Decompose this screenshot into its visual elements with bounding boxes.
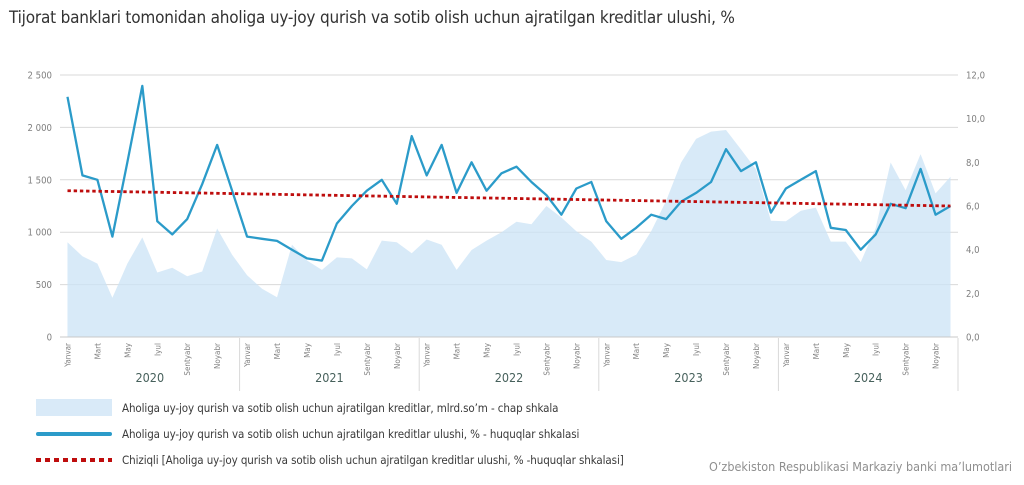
month-tick-label: May [303, 342, 312, 358]
month-tick-label: Mart [93, 343, 102, 360]
right-axis-tick: 6,0 [966, 202, 980, 213]
right-axis-tick: 8,0 [966, 158, 980, 169]
month-tick-label: Noyabr [752, 343, 761, 369]
right-axis-tick: 0,0 [966, 333, 980, 344]
month-tick-label: Mart [273, 343, 282, 360]
credits-share-line-series [66, 84, 952, 262]
left-axis-tick: 2 500 [28, 71, 52, 82]
right-axis-tick: 2,0 [966, 289, 980, 300]
month-tick-label: Noyabr [932, 343, 941, 369]
right-axis-tick: 10,0 [966, 114, 985, 125]
month-tick-label: Sentyabr [902, 343, 911, 376]
month-tick-label: Sentyabr [363, 343, 372, 376]
left-axis-tick: 2 000 [28, 123, 52, 134]
year-label: 2021 [315, 370, 344, 385]
month-tick-label: Mart [453, 343, 462, 360]
area-series-swatch [36, 399, 112, 416]
month-tick-label: May [483, 342, 492, 358]
year-label: 2022 [495, 370, 524, 385]
month-tick-label: Yanvar [243, 343, 252, 368]
month-tick-label: Mart [632, 343, 641, 360]
credits-area-series [67, 130, 951, 337]
line-series-swatch [36, 431, 112, 436]
chart-plot-area: 0 500 1 000 1 500 2 000 2 500 0,0 2,0 4,0 6,0 8,0 1… [28, 71, 985, 391]
right-axis-tick: 12,0 [966, 71, 985, 82]
legend-item-area: Aholiga uy-joy qurish va sotib olish uch… [36, 399, 624, 416]
month-tick-label: Sentyabr [722, 343, 731, 376]
month-tick-label: Iyul [333, 343, 342, 356]
month-tick-label: Iyul [692, 343, 701, 356]
linear-trend-line [67, 189, 951, 208]
left-axis-tick: 1 000 [28, 228, 52, 239]
legend-label-area: Aholiga uy-joy qurish va sotib olish uch… [122, 400, 559, 415]
legend-label-trend: Chiziqli [Aholiga uy-joy qurish va sotib… [122, 452, 624, 467]
year-label: 2023 [674, 370, 703, 385]
month-tick-label: Mart [812, 343, 821, 360]
month-tick-label: Yanvar [602, 343, 611, 368]
left-axis-tick: 500 [36, 280, 52, 291]
month-tick-label: Noyabr [393, 343, 402, 369]
right-axis-tick: 4,0 [966, 245, 980, 256]
legend-label-line: Aholiga uy-joy qurish va sotib olish uch… [122, 426, 580, 441]
legend-item-line: Aholiga uy-joy qurish va sotib olish uch… [36, 425, 624, 442]
month-tick-label: Noyabr [572, 343, 581, 369]
month-tick-label: Yanvar [782, 343, 791, 368]
month-tick-label: May [662, 342, 671, 358]
trend-series-swatch [36, 457, 112, 462]
month-tick-label: May [842, 342, 851, 358]
month-tick-label: Iyul [153, 343, 162, 356]
month-tick-label: May [123, 342, 132, 358]
source-note: O’zbekiston Respublikasi Markaziy banki … [709, 459, 1012, 474]
month-tick-label: Sentyabr [183, 343, 192, 376]
month-tick-label: Iyul [512, 343, 521, 356]
left-axis-tick: 0 [47, 333, 52, 344]
year-label: 2020 [135, 370, 164, 385]
month-tick-label: Yanvar [63, 343, 72, 368]
chart-legend: Aholiga uy-joy qurish va sotib olish uch… [36, 399, 624, 468]
month-tick-label: Noyabr [213, 343, 222, 369]
month-tick-label: Yanvar [423, 343, 432, 368]
legend-item-trend: Chiziqli [Aholiga uy-joy qurish va sotib… [36, 451, 624, 468]
chart-title: Tijorat banklari tomonidan aholiga uy-jo… [9, 8, 735, 28]
left-axis-tick: 1 500 [28, 175, 52, 186]
month-tick-label: Iyul [872, 343, 881, 356]
year-label: 2024 [854, 370, 883, 385]
month-tick-label: Sentyabr [542, 343, 551, 376]
